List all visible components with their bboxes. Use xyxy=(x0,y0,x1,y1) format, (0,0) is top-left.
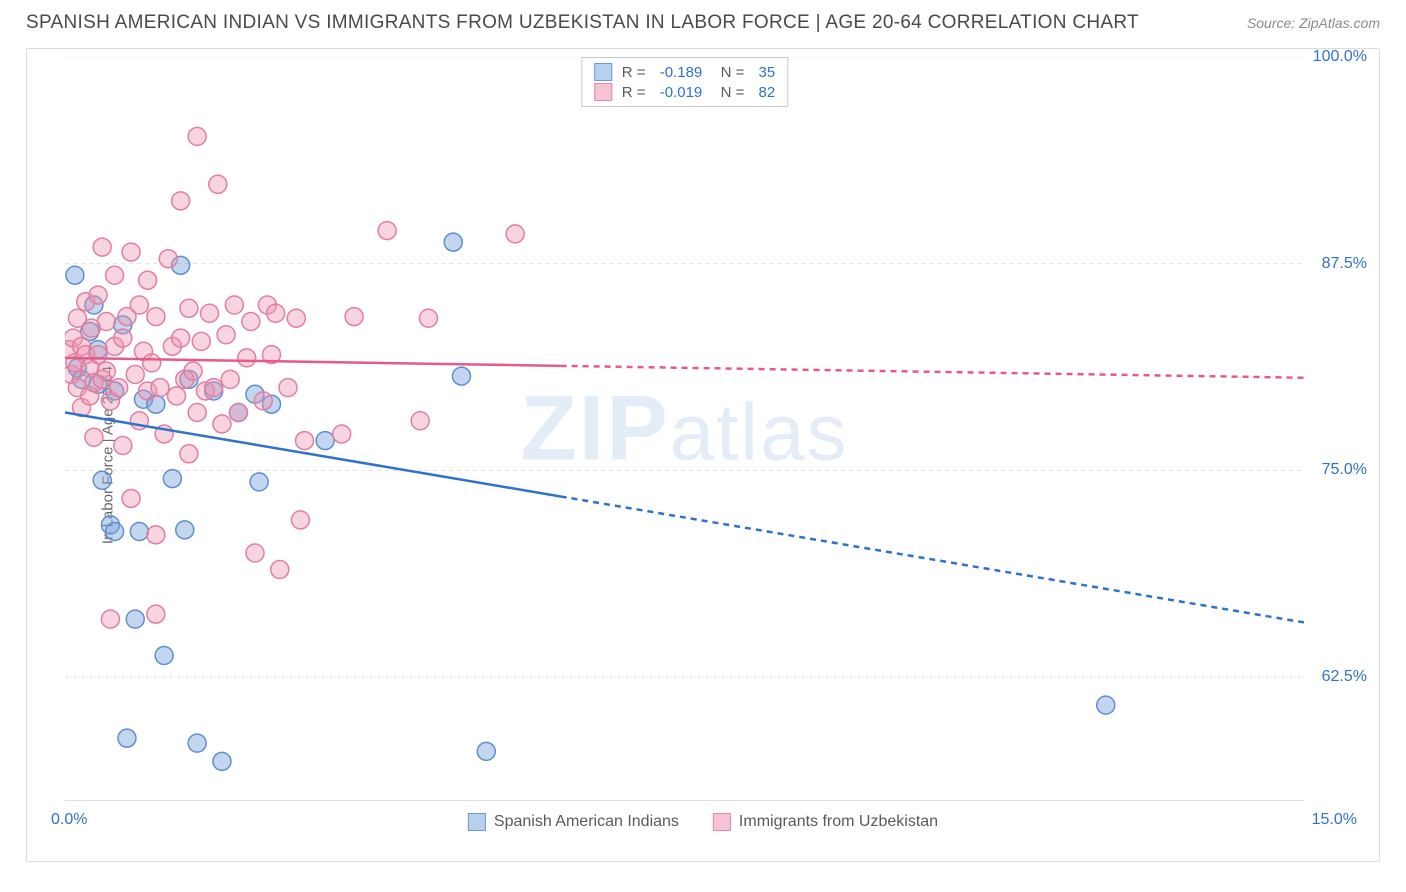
stats-row-series-b: R = -0.019 N = 82 xyxy=(594,82,775,102)
n-value-b: 82 xyxy=(759,84,776,101)
source-label: Source: ZipAtlas.com xyxy=(1247,15,1380,31)
y-tick-label: 100.0% xyxy=(1313,48,1367,66)
chart-title: SPANISH AMERICAN INDIAN VS IMMIGRANTS FR… xyxy=(26,12,1139,34)
r-value-a: -0.189 xyxy=(660,64,703,81)
legend-label-a: Spanish American Indians xyxy=(494,813,679,831)
swatch-series-b xyxy=(594,83,612,101)
swatch-series-a xyxy=(468,813,486,831)
legend-item-a: Spanish American Indians xyxy=(468,813,679,831)
chart-container: In Labor Force | Age 20-64 ZIPatlas R = … xyxy=(26,48,1380,862)
legend-item-b: Immigrants from Uzbekistan xyxy=(713,813,938,831)
legend-label-b: Immigrants from Uzbekistan xyxy=(739,813,938,831)
stats-row-series-a: R = -0.189 N = 35 xyxy=(594,62,775,82)
stats-legend: R = -0.189 N = 35 R = -0.019 N = 82 xyxy=(581,57,788,107)
r-value-b: -0.019 xyxy=(660,84,703,101)
x-tick-label: 15.0% xyxy=(1312,811,1357,829)
scatter-plot-svg xyxy=(65,57,1304,801)
swatch-series-b xyxy=(713,813,731,831)
y-tick-label: 62.5% xyxy=(1322,668,1367,686)
plot-area: ZIPatlas R = -0.189 N = 35 R = -0.019 N … xyxy=(65,57,1304,801)
n-value-a: 35 xyxy=(759,64,776,81)
series-legend: Spanish American Indians Immigrants from… xyxy=(468,813,938,831)
x-tick-label: 0.0% xyxy=(51,811,87,829)
swatch-series-a xyxy=(594,63,612,81)
y-tick-label: 75.0% xyxy=(1322,461,1367,479)
y-tick-label: 87.5% xyxy=(1322,255,1367,273)
